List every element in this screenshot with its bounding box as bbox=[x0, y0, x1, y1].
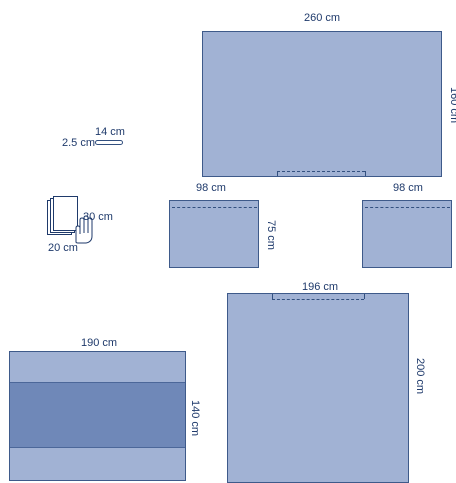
tape-width-label: 2.5 cm bbox=[62, 137, 96, 149]
drape-large-adhesive-tick-left bbox=[272, 294, 273, 299]
drape-right bbox=[362, 200, 452, 268]
towels-width-label: 20 cm bbox=[48, 242, 78, 254]
drape-large-adhesive-dash bbox=[272, 299, 364, 300]
main-drape-adhesive-tick-right bbox=[365, 171, 366, 176]
drape-table-width-label: 190 cm bbox=[81, 337, 118, 349]
towels-height-label: 30 cm bbox=[83, 211, 113, 223]
drape-table bbox=[9, 351, 186, 481]
drape-table-reinforced-band bbox=[10, 382, 185, 448]
main-drape-width-label: 260 cm bbox=[304, 12, 341, 24]
drape-left-width-label: 98 cm bbox=[196, 182, 226, 194]
drape-large bbox=[227, 293, 409, 483]
drape-right-adhesive-dash bbox=[365, 207, 450, 208]
drape-left bbox=[169, 200, 259, 268]
main-drape-adhesive-dash bbox=[277, 171, 365, 172]
tape-length-label: 14 cm bbox=[95, 126, 125, 138]
drape-large-width-label: 196 cm bbox=[302, 281, 339, 293]
drape-large-adhesive-tick-right bbox=[364, 294, 365, 299]
main-drape-height-label: 160 cm bbox=[448, 87, 456, 124]
drape-right-width-label: 98 cm bbox=[393, 182, 423, 194]
drape-large-height-label: 200 cm bbox=[414, 358, 426, 395]
main-drape bbox=[202, 31, 442, 177]
drape-left-height-label: 75 cm bbox=[265, 220, 277, 250]
drape-table-height-label: 140 cm bbox=[189, 400, 201, 437]
drape-left-adhesive-dash bbox=[172, 207, 257, 208]
main-drape-adhesive-tick-left bbox=[277, 171, 278, 176]
